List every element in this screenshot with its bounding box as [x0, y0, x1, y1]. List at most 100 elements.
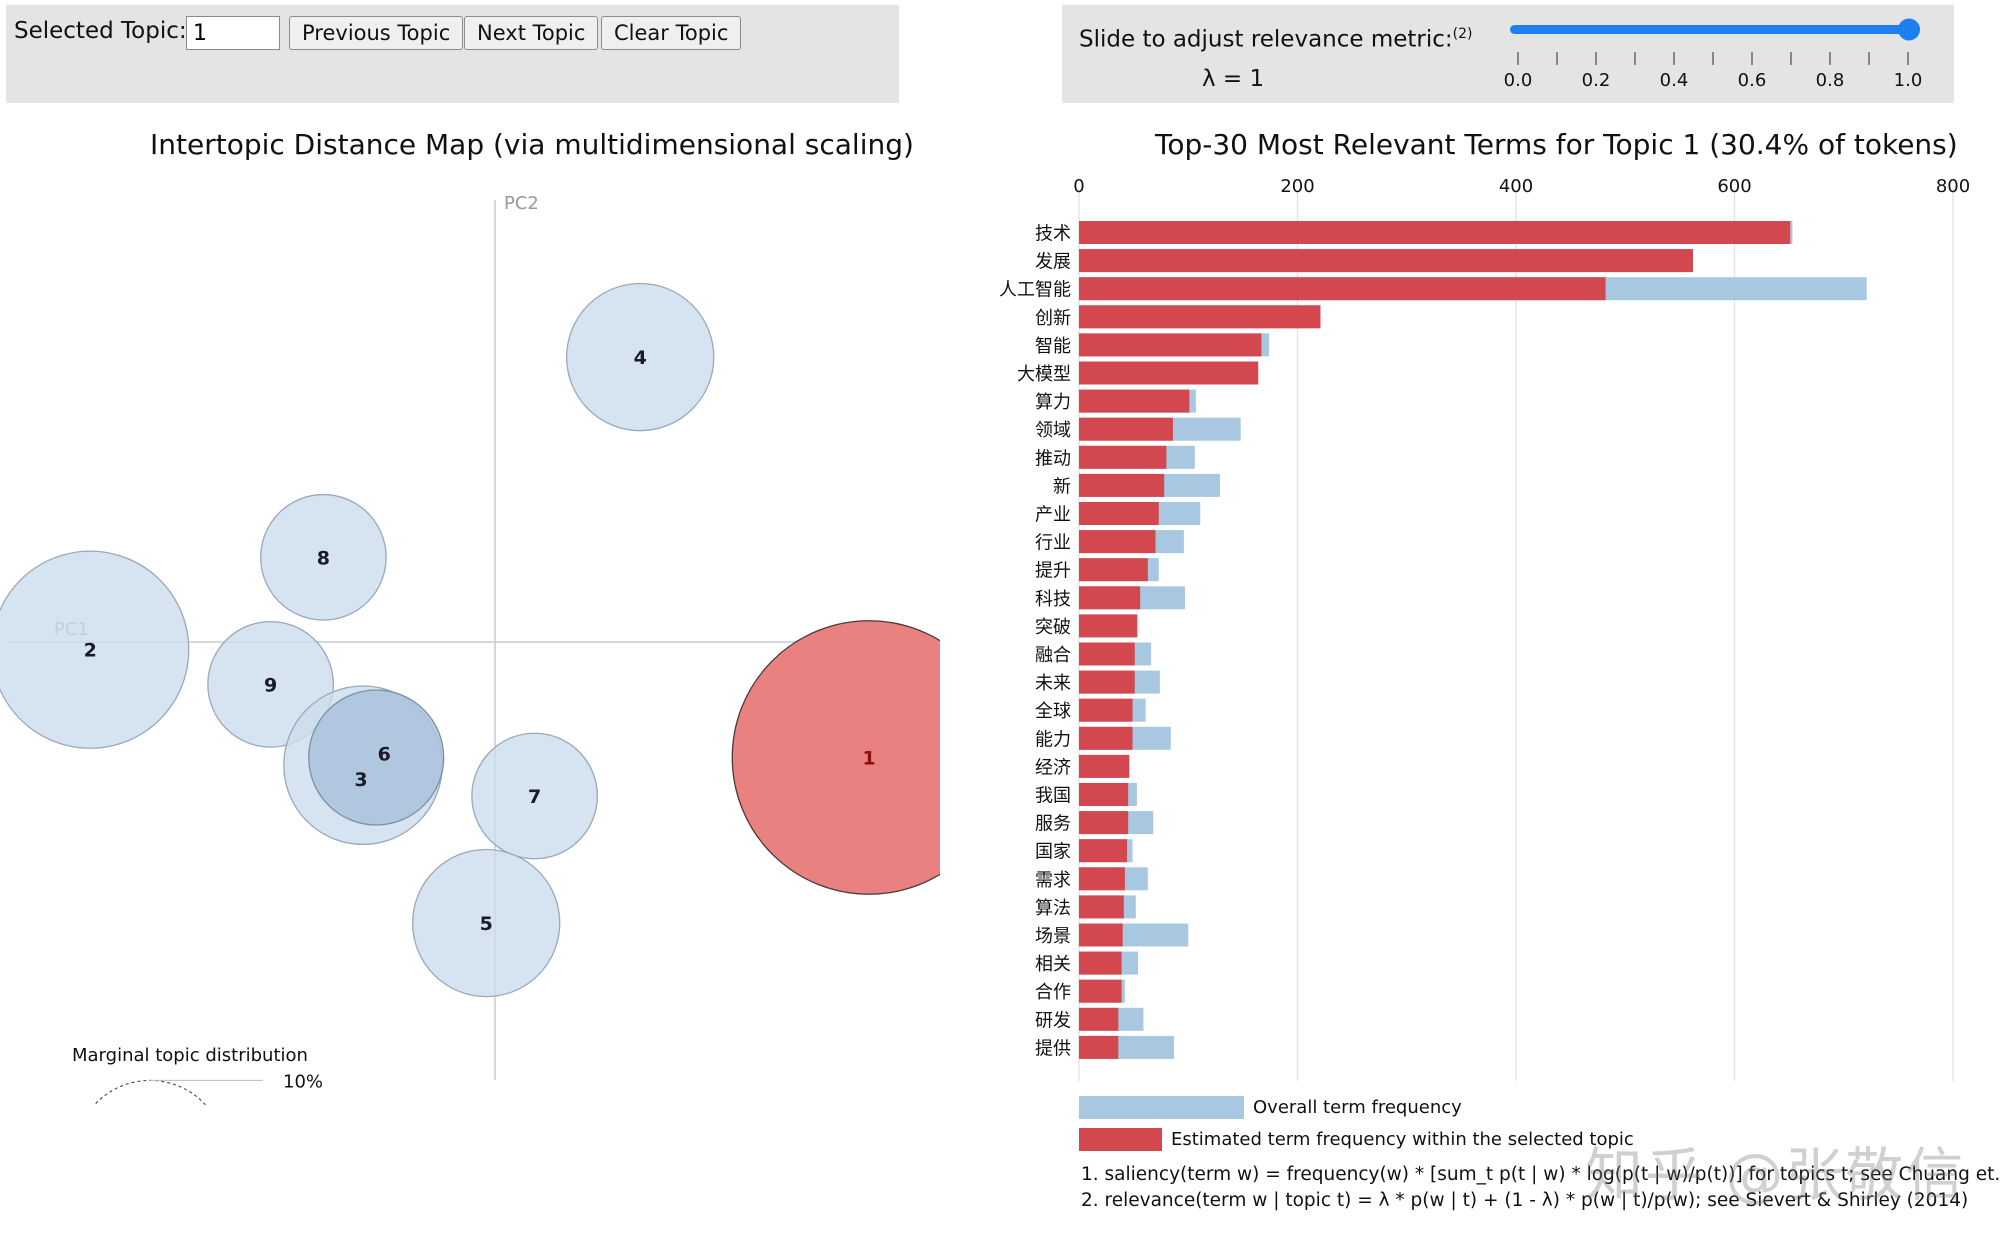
topic-circle-2	[0, 550, 190, 749]
topic-label-1: 1	[862, 748, 875, 770]
term-label: 领域	[1035, 420, 1071, 441]
slider-handle[interactable]	[1898, 18, 1920, 41]
term-label: 创新	[1035, 308, 1071, 329]
bar-estimated	[1079, 951, 1122, 975]
term-label: 需求	[1035, 870, 1071, 891]
term-label: 算力	[1035, 392, 1071, 413]
term-label: 突破	[1035, 617, 1071, 638]
term-label: 国家	[1035, 842, 1071, 863]
bar-estimated	[1079, 249, 1693, 273]
topic-label-7: 7	[528, 786, 541, 808]
term-label: 未来	[1035, 673, 1071, 694]
bar-estimated	[1079, 1035, 1119, 1059]
x-tick-label: 600	[1717, 176, 1751, 197]
bar-estimated	[1079, 277, 1606, 301]
topic-label-5: 5	[480, 913, 493, 935]
topic-circle-8	[260, 493, 387, 621]
legend-label: 10%	[283, 1071, 323, 1092]
bar-estimated	[1079, 1007, 1119, 1031]
legend-swatch-overall	[1079, 1096, 1244, 1119]
bar-estimated	[1079, 867, 1125, 891]
bar-estimated	[1079, 670, 1135, 694]
slider-tick-label: 0.4	[1660, 70, 1689, 91]
term-label: 我国	[1035, 786, 1071, 807]
x-tick-label: 800	[1936, 176, 1970, 197]
selected-topic-label: Selected Topic:	[14, 18, 187, 44]
pc2-label: PC2	[504, 193, 539, 214]
top-terms-title: Top-30 Most Relevant Terms for Topic 1 (…	[1155, 128, 1958, 161]
topic-label-3: 3	[354, 769, 367, 791]
bar-estimated	[1079, 530, 1156, 554]
top-terms-bar-chart: 0 200 400 600 800 技术发展人工智能创新智能大模型算力领域推动新产业行业…	[999, 176, 1970, 1151]
footnote-saliency: 1. saliency(term w) = frequency(w) * [su…	[1081, 1164, 2005, 1185]
term-label: 科技	[1035, 589, 1071, 610]
term-label: 融合	[1035, 645, 1071, 666]
topic-circles: 1 2 3 4 5 6 7 8 9	[0, 282, 940, 998]
bar-estimated	[1079, 614, 1137, 638]
legend-label-estimated: Estimated term frequency within the sele…	[1171, 1129, 1634, 1150]
bar-estimated	[1079, 417, 1173, 441]
marginal-topic-legend: Marginal topic distribution2%5%10%	[72, 1045, 323, 1105]
topic-circle-4	[565, 282, 715, 432]
relevance-slider-label: Slide to adjust relevance metric:(2)	[1079, 26, 1473, 53]
bar-estimated	[1079, 502, 1159, 525]
lambda-value: λ = 1	[1202, 66, 1265, 92]
topic-label-4: 4	[634, 347, 647, 369]
bar-estimated	[1079, 839, 1128, 863]
slider-tick-group: 0.0 0.2 0.4 0.6 0.8 1.0	[1504, 52, 1923, 91]
relevance-slider[interactable]: 0.0 0.2 0.4 0.6 0.8 1.0	[1500, 10, 1940, 95]
term-label: 全球	[1035, 701, 1071, 722]
slider-tick-label: 0.0	[1504, 70, 1533, 91]
legend-swatch-estimated	[1079, 1128, 1162, 1151]
x-tick-label: 200	[1280, 176, 1314, 197]
bar-estimated	[1079, 923, 1123, 947]
term-label: 研发	[1035, 1010, 1071, 1031]
intertopic-map-title: Intertopic Distance Map (via multidimens…	[150, 128, 914, 161]
bar-estimated	[1079, 221, 1791, 244]
term-label: 大模型	[1017, 364, 1071, 385]
bar-estimated	[1079, 895, 1124, 919]
bar-series	[1079, 221, 1867, 1059]
term-label: 合作	[1035, 982, 1071, 1003]
previous-topic-button[interactable]: Previous Topic	[289, 16, 464, 50]
slider-track[interactable]	[1510, 25, 1910, 34]
topic-label-6: 6	[378, 744, 391, 766]
bar-estimated	[1079, 979, 1122, 1003]
topic-circle-1	[731, 620, 940, 895]
next-topic-button[interactable]: Next Topic	[464, 16, 599, 50]
legend-circle	[93, 1079, 207, 1105]
term-label: 场景	[1035, 926, 1071, 947]
bar-legend: Overall term frequency Estimated term fre…	[1079, 1096, 1634, 1151]
term-label: 发展	[1035, 252, 1071, 273]
term-label: 行业	[1035, 533, 1071, 554]
term-label: 算法	[1035, 898, 1071, 919]
x-tick-label: 0	[1073, 176, 1084, 197]
bar-estimated	[1079, 698, 1133, 722]
term-label: 新	[1053, 476, 1071, 497]
legend-label-overall: Overall term frequency	[1253, 1097, 1462, 1118]
bar-estimated	[1079, 445, 1167, 469]
term-label: 人工智能	[999, 280, 1071, 301]
slider-tick-label: 0.8	[1816, 70, 1845, 91]
bar-estimated	[1079, 305, 1321, 329]
footnote-relevance: 2. relevance(term w | topic t) = λ * p(w…	[1081, 1190, 1969, 1211]
topic-circle-5	[411, 848, 561, 998]
legend-title: Marginal topic distribution	[72, 1045, 308, 1066]
clear-topic-button[interactable]: Clear Topic	[601, 16, 742, 50]
bar-estimated	[1079, 333, 1262, 357]
term-label: 提供	[1035, 1038, 1071, 1059]
term-label: 能力	[1035, 729, 1071, 750]
bar-estimated	[1079, 361, 1259, 385]
term-label: 推动	[1035, 448, 1071, 469]
watermark: 知乎 @张敬信	[1585, 1141, 1966, 1209]
term-label: 产业	[1035, 505, 1071, 526]
term-labels: 技术发展人工智能创新智能大模型算力领域推动新产业行业提升科技突破融合未来全球能力…	[999, 224, 1071, 1060]
selected-topic-input[interactable]	[186, 16, 280, 50]
topic-label-2: 2	[84, 640, 97, 662]
slider-tick-label: 1.0	[1894, 70, 1923, 91]
topic-label-9: 9	[264, 674, 277, 696]
relevance-slider-label-text: Slide to adjust relevance metric:	[1079, 26, 1453, 53]
topic-circle-7	[471, 732, 598, 860]
bar-estimated	[1079, 389, 1190, 413]
slider-tick-label: 0.6	[1738, 70, 1767, 91]
